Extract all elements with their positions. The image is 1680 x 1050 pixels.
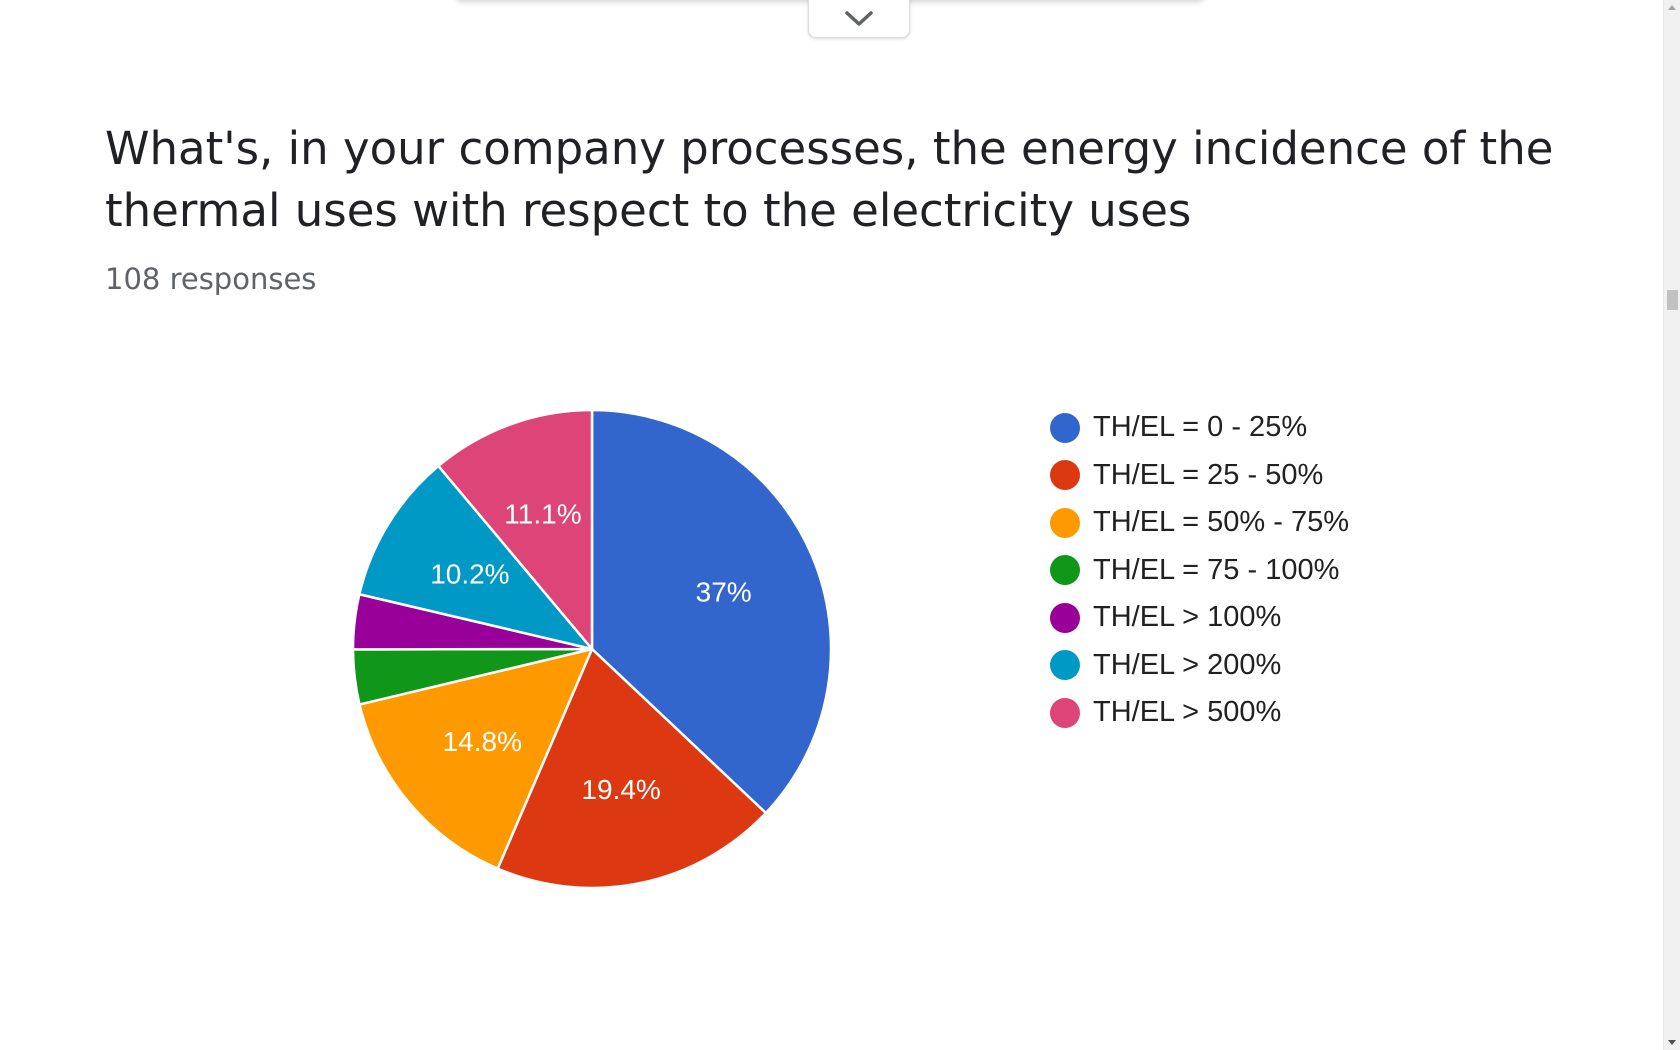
legend-label: TH/EL = 50% - 75% (1093, 506, 1350, 539)
pie-slice-label-th-el-500: 11.1% (504, 499, 581, 530)
legend-label: TH/EL = 0 - 25% (1093, 411, 1308, 444)
legend-item-th-el-500[interactable]: TH/EL > 500% (1050, 689, 1349, 737)
legend-swatch (1050, 460, 1080, 491)
legend-label: TH/EL > 100% (1093, 601, 1282, 634)
legend-item-th-el-75-100[interactable]: TH/EL = 75 - 100% (1050, 547, 1349, 595)
legend-swatch (1050, 602, 1080, 633)
chevron-down-icon (845, 11, 873, 26)
collapse-button[interactable] (808, 0, 910, 38)
scroll-down-arrow-icon[interactable] (1668, 1040, 1676, 1045)
legend-item-th-el-50-75[interactable]: TH/EL = 50% - 75% (1050, 499, 1349, 547)
vertical-scrollbar[interactable] (1663, 0, 1680, 1050)
scroll-up-arrow-icon[interactable] (1668, 5, 1676, 10)
legend-item-th-el-25-50[interactable]: TH/EL = 25 - 50% (1050, 452, 1349, 500)
scrollbar-thumb[interactable] (1667, 290, 1678, 310)
pie-slice-th-el-500[interactable] (437, 408, 594, 651)
response-count: 108 responses (105, 262, 317, 296)
question-title: What's, in your company processes, the e… (105, 122, 1554, 237)
legend-item-th-el-100[interactable]: TH/EL > 100% (1050, 594, 1349, 642)
legend-item-th-el-0-25[interactable]: TH/EL = 0 - 25% (1050, 404, 1349, 452)
pie-slice-th-el-0-25[interactable] (590, 408, 833, 815)
legend-label: TH/EL = 25 - 50% (1093, 458, 1324, 491)
pie-slice-th-el-25-50[interactable] (496, 647, 768, 890)
legend-swatch (1050, 507, 1080, 538)
pie-slice-th-el-50-75[interactable] (358, 647, 594, 870)
pie-slice-label-th-el-0-25: 37% (696, 577, 752, 608)
pie-slice-label-th-el-50-75: 14.8% (443, 726, 522, 757)
legend-item-th-el-200[interactable]: TH/EL > 200% (1050, 642, 1349, 690)
pie-slice-label-th-el-200: 10.2% (430, 558, 509, 589)
legend-label: TH/EL > 200% (1093, 648, 1282, 681)
pie-slice-th-el-200[interactable] (358, 464, 594, 651)
legend-swatch (1050, 555, 1080, 586)
legend-swatch (1050, 650, 1080, 681)
legend-swatch (1050, 412, 1080, 443)
legend-label: TH/EL = 75 - 100% (1093, 553, 1340, 586)
legend-swatch (1050, 697, 1080, 728)
pie-slice-label-th-el-25-50: 19.4% (581, 774, 660, 805)
chart-legend: TH/EL = 0 - 25% TH/EL = 25 - 50% TH/EL = 5… (1050, 404, 1349, 737)
legend-label: TH/EL > 500% (1093, 696, 1282, 729)
